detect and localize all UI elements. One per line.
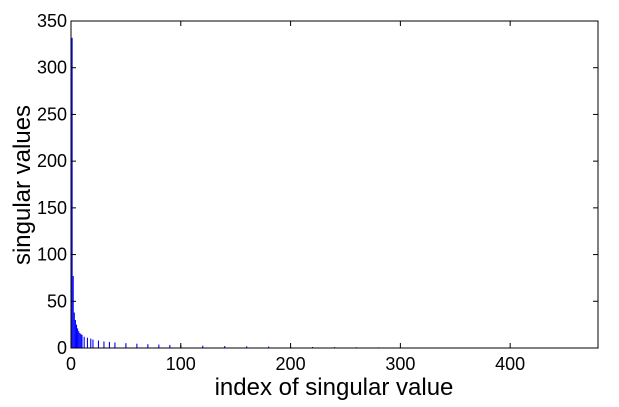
bar-40: [114, 342, 116, 348]
bar-140: [224, 346, 226, 348]
x-tick-label: 400: [495, 354, 525, 374]
bar-10: [81, 334, 83, 348]
bar-90: [169, 344, 171, 348]
x-tick-label: 0: [66, 354, 76, 374]
bar-7: [78, 331, 80, 348]
bar-1: [71, 37, 73, 349]
y-tick-label: 100: [37, 245, 67, 265]
y-tick-label: 50: [47, 291, 67, 311]
y-axis-label: singular values: [9, 105, 36, 265]
bar-30: [103, 341, 105, 348]
bar-12: [83, 336, 85, 348]
bar-80: [158, 344, 160, 348]
bar-3: [73, 312, 75, 348]
y-tick-label: 350: [37, 11, 67, 31]
bar-18: [90, 338, 92, 348]
bar-8: [79, 333, 81, 348]
bar-6: [77, 328, 79, 348]
y-tick-label: 0: [57, 338, 67, 358]
bar-220: [311, 346, 314, 348]
bar-160: [246, 346, 248, 348]
bar-4: [74, 319, 76, 348]
bar-70: [147, 344, 149, 348]
bar-2: [72, 276, 74, 348]
bar-120: [202, 345, 204, 348]
y-tick-label: 300: [37, 58, 67, 78]
bar-15: [86, 337, 89, 348]
bar-180: [268, 346, 270, 348]
x-tick-label: 200: [276, 354, 306, 374]
x-ticks-group: 0 100 200 300 400: [66, 21, 525, 374]
x-tick-label: 100: [166, 354, 196, 374]
bar-50: [125, 343, 127, 348]
y-tick-label: 250: [37, 104, 67, 124]
bar-35: [108, 341, 110, 348]
bar-60: [136, 343, 138, 348]
x-axis-label: index of singular value: [215, 374, 454, 401]
bar-20: [92, 339, 94, 348]
bar-9: [80, 333, 82, 348]
bar-5: [75, 324, 78, 348]
y-tick-label: 200: [37, 151, 67, 171]
plot-frame: [70, 20, 599, 349]
bars-group: [71, 37, 599, 349]
x-tick-label: 300: [385, 354, 415, 374]
y-ticks-group: 0 50 100 150 200 250 300 350: [37, 11, 598, 358]
bar-25: [97, 340, 99, 348]
y-tick-label: 150: [37, 198, 67, 218]
